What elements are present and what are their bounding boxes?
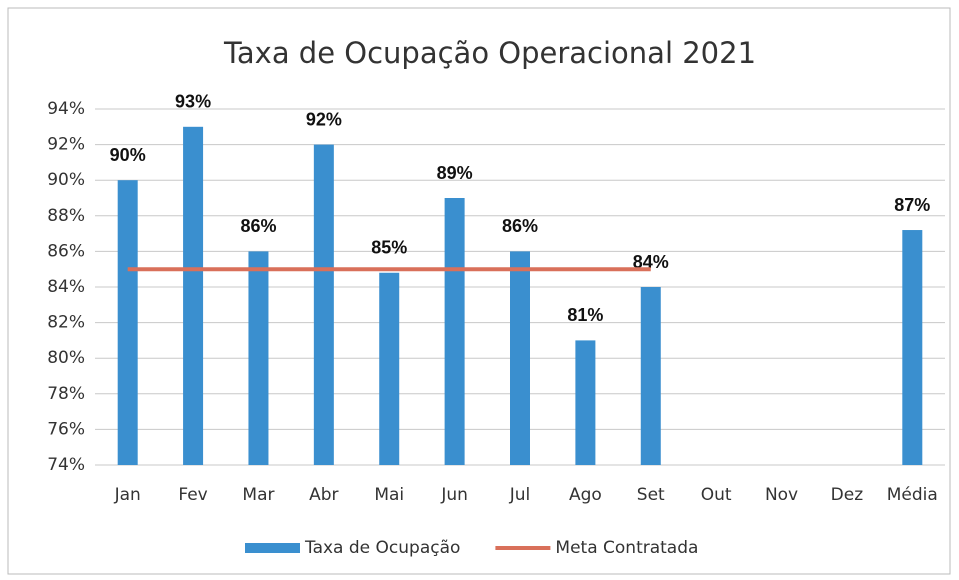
bar bbox=[510, 251, 530, 465]
data-label: 84% bbox=[633, 252, 669, 272]
y-tick-label: 86% bbox=[47, 241, 85, 261]
y-tick-label: 90% bbox=[47, 170, 85, 190]
x-tick-label: Abr bbox=[309, 485, 338, 505]
x-tick-label: Out bbox=[701, 485, 732, 505]
x-tick-label: Jan bbox=[114, 485, 141, 505]
chart-title: Taxa de Ocupação Operacional 2021 bbox=[223, 36, 756, 70]
data-label: 90% bbox=[110, 145, 146, 165]
x-tick-label: Jun bbox=[440, 485, 468, 505]
bar bbox=[117, 180, 138, 465]
data-label: 87% bbox=[894, 195, 930, 215]
y-tick-label: 78% bbox=[47, 384, 85, 404]
bar bbox=[640, 287, 661, 465]
x-tick-label: Média bbox=[887, 485, 938, 505]
bar bbox=[379, 272, 400, 465]
bar bbox=[902, 230, 923, 465]
legend-label: Meta Contratada bbox=[555, 538, 698, 558]
x-tick-label: Mar bbox=[242, 485, 274, 505]
y-tick-label: 76% bbox=[47, 419, 85, 439]
y-tick-label: 94% bbox=[47, 99, 85, 119]
y-tick-label: 74% bbox=[47, 455, 85, 475]
data-label: 86% bbox=[502, 216, 538, 236]
data-label: 92% bbox=[306, 109, 342, 129]
bar bbox=[444, 198, 465, 465]
y-tick-label: 82% bbox=[47, 313, 85, 333]
bar bbox=[183, 126, 204, 466]
x-tick-label: Nov bbox=[765, 485, 798, 505]
x-tick-label: Fev bbox=[178, 485, 207, 505]
y-tick-label: 80% bbox=[47, 348, 85, 368]
bar bbox=[248, 251, 269, 465]
chart-border bbox=[7, 7, 951, 575]
bar bbox=[313, 144, 334, 465]
x-tick-label: Ago bbox=[569, 485, 602, 505]
y-tick-label: 92% bbox=[47, 135, 85, 155]
data-label: 86% bbox=[240, 216, 276, 236]
x-tick-label: Mai bbox=[374, 485, 404, 505]
data-label: 85% bbox=[371, 238, 407, 258]
x-tick-label: Set bbox=[637, 485, 665, 505]
data-label: 89% bbox=[437, 163, 473, 183]
data-label: 81% bbox=[567, 305, 603, 325]
y-tick-label: 88% bbox=[47, 206, 85, 226]
x-tick-label: Dez bbox=[831, 485, 864, 505]
y-tick-label: 84% bbox=[47, 277, 85, 297]
x-tick-label: Jul bbox=[509, 485, 531, 505]
bar bbox=[575, 340, 596, 465]
legend-label: Taxa de Ocupação bbox=[304, 538, 460, 558]
data-label: 93% bbox=[175, 92, 211, 112]
legend-swatch bbox=[245, 543, 300, 553]
